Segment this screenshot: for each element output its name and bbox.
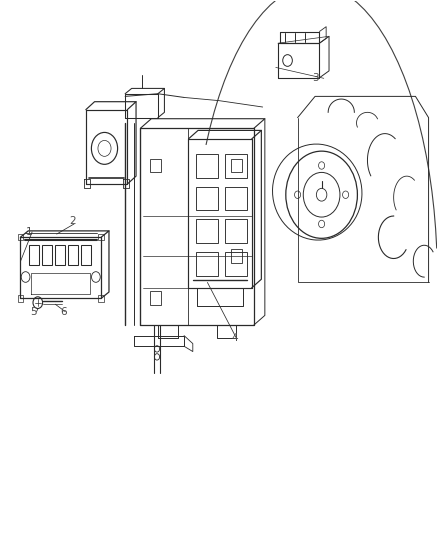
Text: 3: 3 [312,74,318,83]
Bar [99,295,104,302]
Text: 2: 2 [69,216,76,227]
Bar [225,219,247,243]
Bar [42,245,52,265]
Bar [29,245,39,265]
Bar [196,187,218,211]
Bar [231,249,242,263]
Bar [81,245,91,265]
Bar [18,295,23,302]
Text: 1: 1 [26,227,32,237]
Text: 5: 5 [30,306,37,317]
Bar [150,292,161,305]
Bar [225,187,247,211]
Bar [196,252,218,276]
Bar [196,154,218,177]
Bar [18,234,23,240]
Bar [225,154,247,177]
Bar [68,245,78,265]
Text: 6: 6 [61,306,67,317]
Bar [99,234,104,240]
Bar [150,159,161,172]
Bar [231,159,242,172]
Bar [196,219,218,243]
Text: 4: 4 [231,333,237,343]
Bar [55,245,65,265]
Bar [225,252,247,276]
